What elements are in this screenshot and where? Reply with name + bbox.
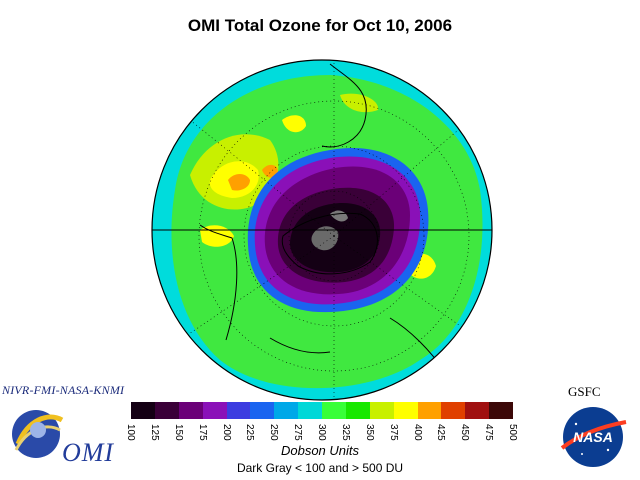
- credits-left: NIVR-FMI-NASA-KNMI: [2, 383, 125, 397]
- colorbar-swatch: [322, 402, 346, 419]
- nasa-logo-text: NASA: [573, 429, 613, 445]
- map-title: OMI Total Ozone for Oct 10, 2006: [187, 16, 453, 35]
- colorbar-tick-label: 375: [387, 424, 399, 441]
- colorbar-tick-label: 275: [292, 424, 304, 441]
- colorbar-swatch: [274, 402, 299, 419]
- globe-outline: [151, 59, 493, 401]
- colorbar-swatch: [178, 402, 203, 419]
- graticule: [179, 60, 481, 400]
- colorbar-swatch: [369, 402, 394, 419]
- colorbar-swatch: [441, 402, 466, 419]
- colorbar-swatch: [465, 402, 490, 419]
- colorbar-tick-label: 500: [507, 424, 518, 441]
- colorbar-tick-label: 100: [125, 424, 136, 441]
- units-label: Dobson Units: [280, 443, 360, 458]
- colorbar-swatch: [393, 402, 418, 419]
- colorbar-tick-label: 250: [268, 424, 280, 441]
- colorbar-tick-label: 150: [172, 424, 184, 441]
- omi-logo: [12, 410, 64, 458]
- colorbar-swatch: [226, 402, 251, 419]
- credits-right: GSFC: [568, 384, 601, 399]
- colorbar-swatch: [417, 402, 442, 419]
- colorbar-tick-label: 325: [339, 424, 351, 441]
- colorbar-tick-label: 225: [244, 424, 256, 441]
- colorbar-tick-label: 450: [459, 424, 471, 441]
- colorbar-tick-label: 300: [316, 424, 327, 441]
- range-note: Dark Gray < 100 and > 500 DU: [236, 461, 404, 475]
- colorbar-tick-label: 175: [196, 424, 208, 441]
- colorbar-swatch: [202, 402, 227, 419]
- colorbar-tick-label: 400: [411, 424, 423, 441]
- omi-logo-text: OMI: [62, 438, 115, 467]
- colorbar-tick-label: 475: [483, 424, 495, 441]
- colorbar-tick-label: 200: [220, 424, 232, 441]
- colorbar-swatch: [154, 402, 179, 419]
- colorbar-swatch: [489, 402, 513, 419]
- colorbar: [131, 402, 513, 419]
- colorbar-swatch: [250, 402, 275, 419]
- colorbar-tick-label: 425: [435, 424, 447, 441]
- colorbar-tick-label: 125: [148, 424, 160, 441]
- colorbar-swatch: [298, 402, 322, 419]
- colorbar-swatch: [345, 402, 370, 419]
- colorbar-swatch: [131, 402, 155, 419]
- nasa-logo: NASA: [560, 407, 627, 467]
- colorbar-tick-label: 350: [363, 424, 375, 441]
